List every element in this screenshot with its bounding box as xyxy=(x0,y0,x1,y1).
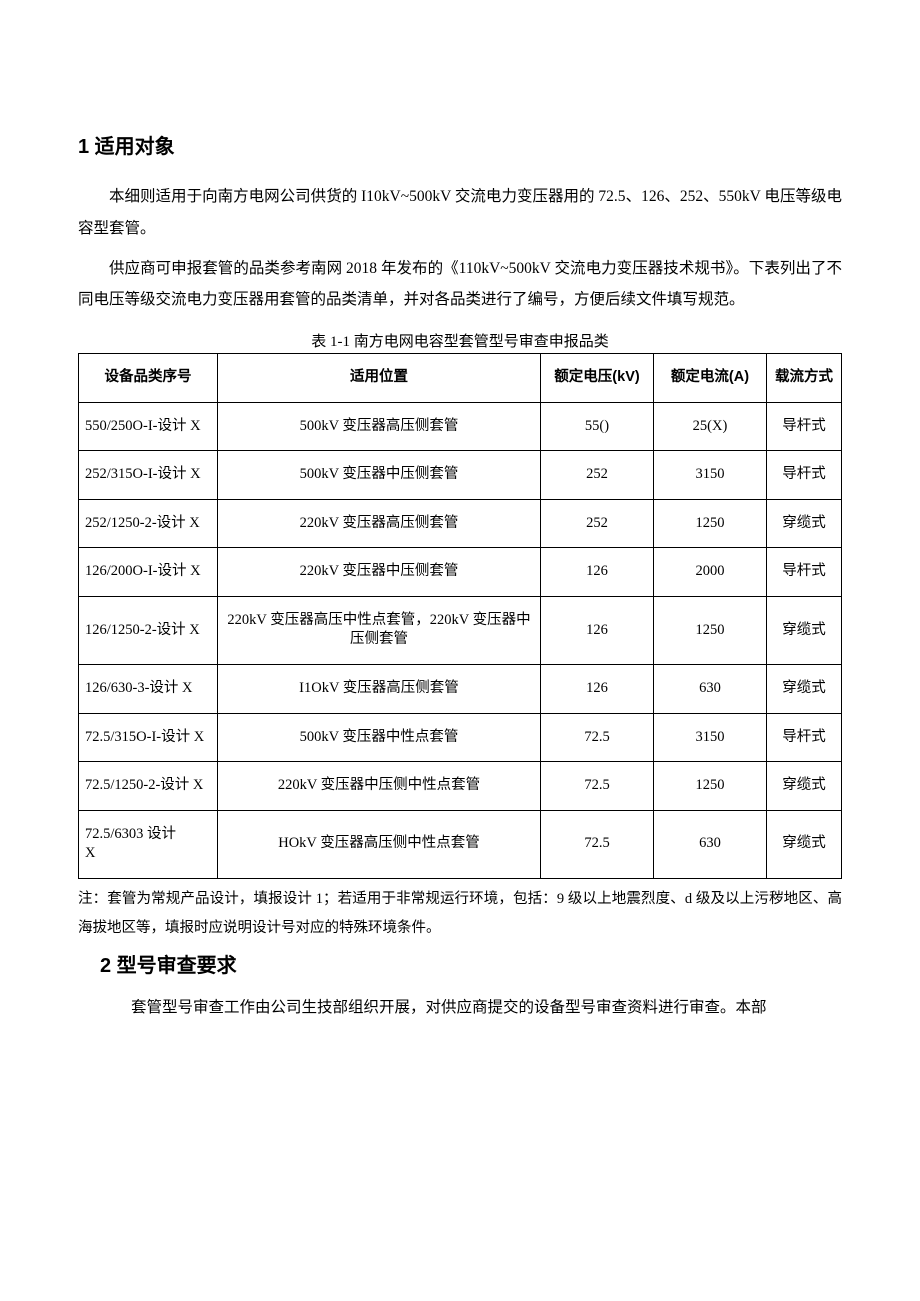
table-note: 注：套管为常规产品设计，填报设计 1；若适用于非常规运行环境，包括：9 级以上地… xyxy=(78,885,842,943)
table-cell: 72.5 xyxy=(541,713,654,762)
table-cell: 126 xyxy=(541,665,654,714)
document-page: 1 适用对象 本细则适用于向南方电网公司供货的 I10kV~500kV 交流电力… xyxy=(0,0,920,1092)
bushing-category-table: 设备品类序号 适用位置 额定电压(kV) 额定电流(A) 载流方式 550/25… xyxy=(78,353,842,879)
table-cell: 72.5 xyxy=(541,810,654,878)
table-cell: 导杆式 xyxy=(767,713,842,762)
table-cell: 126 xyxy=(541,548,654,597)
table-cell: 72.5 xyxy=(541,762,654,811)
section-1-para-2: 供应商可申报套管的品类参考南网 2018 年发布的《110kV~500kV 交流… xyxy=(78,253,842,317)
table-cell: 500kV 变压器中性点套管 xyxy=(218,713,541,762)
table-cell: 3150 xyxy=(654,451,767,500)
col-header-serial: 设备品类序号 xyxy=(79,354,218,403)
table-cell: 630 xyxy=(654,665,767,714)
table-row: 252/1250-2-设计 X220kV 变压器高压侧套管2521250穿缆式 xyxy=(79,499,842,548)
table-row: 550/250O-I-设计 X500kV 变压器高压侧套管55()25(X)导杆… xyxy=(79,402,842,451)
table-cell: 550/250O-I-设计 X xyxy=(79,402,218,451)
col-header-current: 额定电流(A) xyxy=(654,354,767,403)
table-cell: 72.5/1250-2-设计 X xyxy=(79,762,218,811)
table-body: 550/250O-I-设计 X500kV 变压器高压侧套管55()25(X)导杆… xyxy=(79,402,842,878)
table-cell: 126/200O-I-设计 X xyxy=(79,548,218,597)
table-caption: 表 1-1 南方电网电容型套管型号审查申报品类 xyxy=(78,330,842,351)
table-row: 72.5/6303 设计XHOkV 变压器高压侧中性点套管72.5630穿缆式 xyxy=(79,810,842,878)
table-cell: 1250 xyxy=(654,596,767,664)
table-cell: 126 xyxy=(541,596,654,664)
section-1-heading: 1 适用对象 xyxy=(78,130,842,159)
table-cell: 55() xyxy=(541,402,654,451)
table-cell: 500kV 变压器高压侧套管 xyxy=(218,402,541,451)
table-cell: 72.5/315O-I-设计 X xyxy=(79,713,218,762)
table-cell: 穿缆式 xyxy=(767,762,842,811)
table-cell: 500kV 变压器中压侧套管 xyxy=(218,451,541,500)
table-cell: 穿缆式 xyxy=(767,810,842,878)
table-cell: 252 xyxy=(541,451,654,500)
table-row: 126/200O-I-设计 X220kV 变压器中压侧套管1262000导杆式 xyxy=(79,548,842,597)
section-1-para-1: 本细则适用于向南方电网公司供货的 I10kV~500kV 交流电力变压器用的 7… xyxy=(78,181,842,245)
table-cell: 导杆式 xyxy=(767,451,842,500)
col-header-flowmode: 载流方式 xyxy=(767,354,842,403)
table-cell: 630 xyxy=(654,810,767,878)
table-cell: 220kV 变压器高压侧套管 xyxy=(218,499,541,548)
table-row: 72.5/1250-2-设计 X220kV 变压器中压侧中性点套管72.5125… xyxy=(79,762,842,811)
table-cell: 穿缆式 xyxy=(767,499,842,548)
table-header-row: 设备品类序号 适用位置 额定电压(kV) 额定电流(A) 载流方式 xyxy=(79,354,842,403)
table-cell: 穿缆式 xyxy=(767,596,842,664)
table-cell: 126/630-3-设计 X xyxy=(79,665,218,714)
table-row: 72.5/315O-I-设计 X500kV 变压器中性点套管72.53150导杆… xyxy=(79,713,842,762)
table-cell: 25(X) xyxy=(654,402,767,451)
table-cell: 导杆式 xyxy=(767,402,842,451)
table-cell: 3150 xyxy=(654,713,767,762)
col-header-voltage: 额定电压(kV) xyxy=(541,354,654,403)
table-cell: 2000 xyxy=(654,548,767,597)
table-cell: I1OkV 变压器高压侧套管 xyxy=(218,665,541,714)
table-cell: 252/1250-2-设计 X xyxy=(79,499,218,548)
table-cell: 导杆式 xyxy=(767,548,842,597)
table-row: 126/1250-2-设计 X220kV 变压器高压中性点套管，220kV 变压… xyxy=(79,596,842,664)
section-2-heading: 2 型号审查要求 xyxy=(100,949,842,978)
table-cell: 220kV 变压器中压侧套管 xyxy=(218,548,541,597)
table-cell: 220kV 变压器高压中性点套管，220kV 变压器中压侧套管 xyxy=(218,596,541,664)
table-row: 126/630-3-设计 XI1OkV 变压器高压侧套管126630穿缆式 xyxy=(79,665,842,714)
table-cell: 252/315O-I-设计 X xyxy=(79,451,218,500)
table-cell: 126/1250-2-设计 X xyxy=(79,596,218,664)
col-header-position: 适用位置 xyxy=(218,354,541,403)
table-cell: 220kV 变压器中压侧中性点套管 xyxy=(218,762,541,811)
table-cell: 252 xyxy=(541,499,654,548)
table-row: 252/315O-I-设计 X500kV 变压器中压侧套管2523150导杆式 xyxy=(79,451,842,500)
table-cell: 1250 xyxy=(654,499,767,548)
table-cell: 穿缆式 xyxy=(767,665,842,714)
table-cell: 1250 xyxy=(654,762,767,811)
table-cell: HOkV 变压器高压侧中性点套管 xyxy=(218,810,541,878)
table-cell: 72.5/6303 设计X xyxy=(79,810,218,878)
section-2-para-1: 套管型号审查工作由公司生技部组织开展，对供应商提交的设备型号审查资料进行审查。本… xyxy=(100,992,842,1024)
